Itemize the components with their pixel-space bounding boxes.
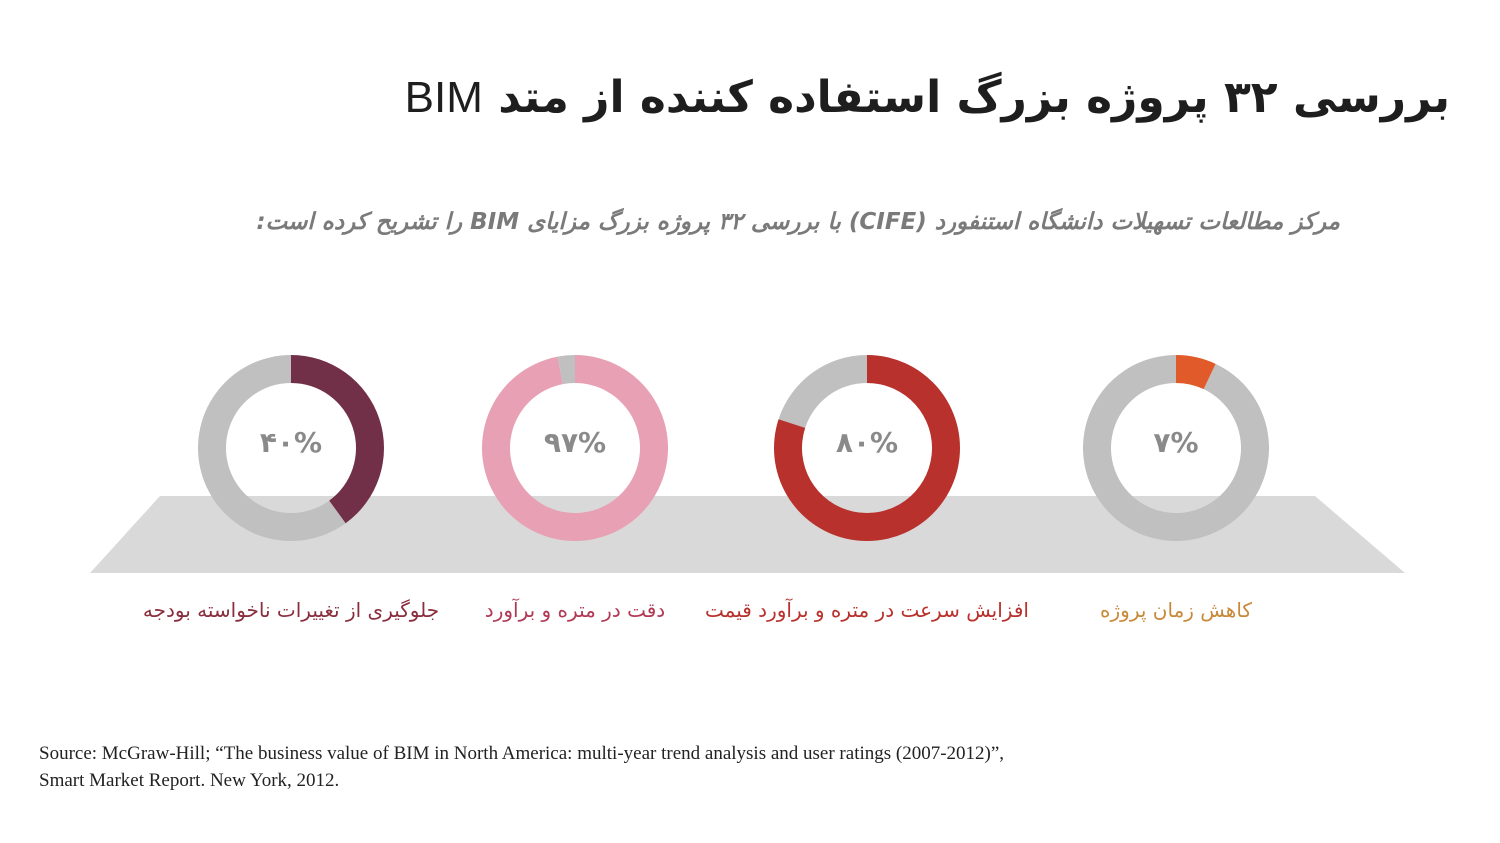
donut-2	[773, 355, 960, 541]
donut-value-slice	[773, 355, 960, 541]
title-persian: بررسی ۳۲ پروژه بزرگ استفاده کننده از متد	[498, 72, 1450, 123]
source-line-2: Smart Market Report. New York, 2012.	[39, 770, 340, 791]
source-citation: Source: McGraw-Hill; “The business value…	[39, 740, 1239, 794]
donut-percent-label: ۸۰%	[835, 426, 899, 459]
donut-remainder-slice	[1083, 355, 1269, 541]
donut-1	[1083, 355, 1269, 541]
donut-category-label: جلوگیری از تغییرات ناخواسته بودجه	[142, 598, 440, 622]
donut-percent-label: ۷%	[1153, 426, 1199, 459]
donut-category-label: دقت در متره و برآورد	[484, 598, 666, 622]
donut-percent-label: ۹۷%	[543, 426, 607, 459]
donut-value-slice	[1176, 355, 1216, 390]
donut-category-label: افزایش سرعت در متره و برآورد قیمت	[705, 598, 1029, 622]
donut-3	[481, 355, 668, 542]
page-title: بررسی ۳۲ پروژه بزرگ استفاده کننده از متد…	[350, 62, 1450, 134]
donut-remainder-slice	[778, 355, 867, 428]
donut-4	[198, 355, 384, 541]
donut-value-slice	[481, 355, 668, 542]
donut-remainder-slice	[198, 355, 346, 541]
source-line-1: Source: McGraw-Hill; “The business value…	[39, 743, 1005, 764]
page-subtitle: مرکز مطالعات تسهیلات دانشگاه استنفورد (C…	[256, 209, 1340, 235]
donut-remainder-slice	[557, 355, 575, 385]
donut-percent-label: ۴۰%	[259, 426, 323, 459]
platform-shape	[90, 496, 1405, 573]
title-latin: BIM	[404, 73, 483, 122]
donut-category-label: کاهش زمان پروژه	[1100, 598, 1252, 622]
donut-value-slice	[291, 355, 384, 524]
